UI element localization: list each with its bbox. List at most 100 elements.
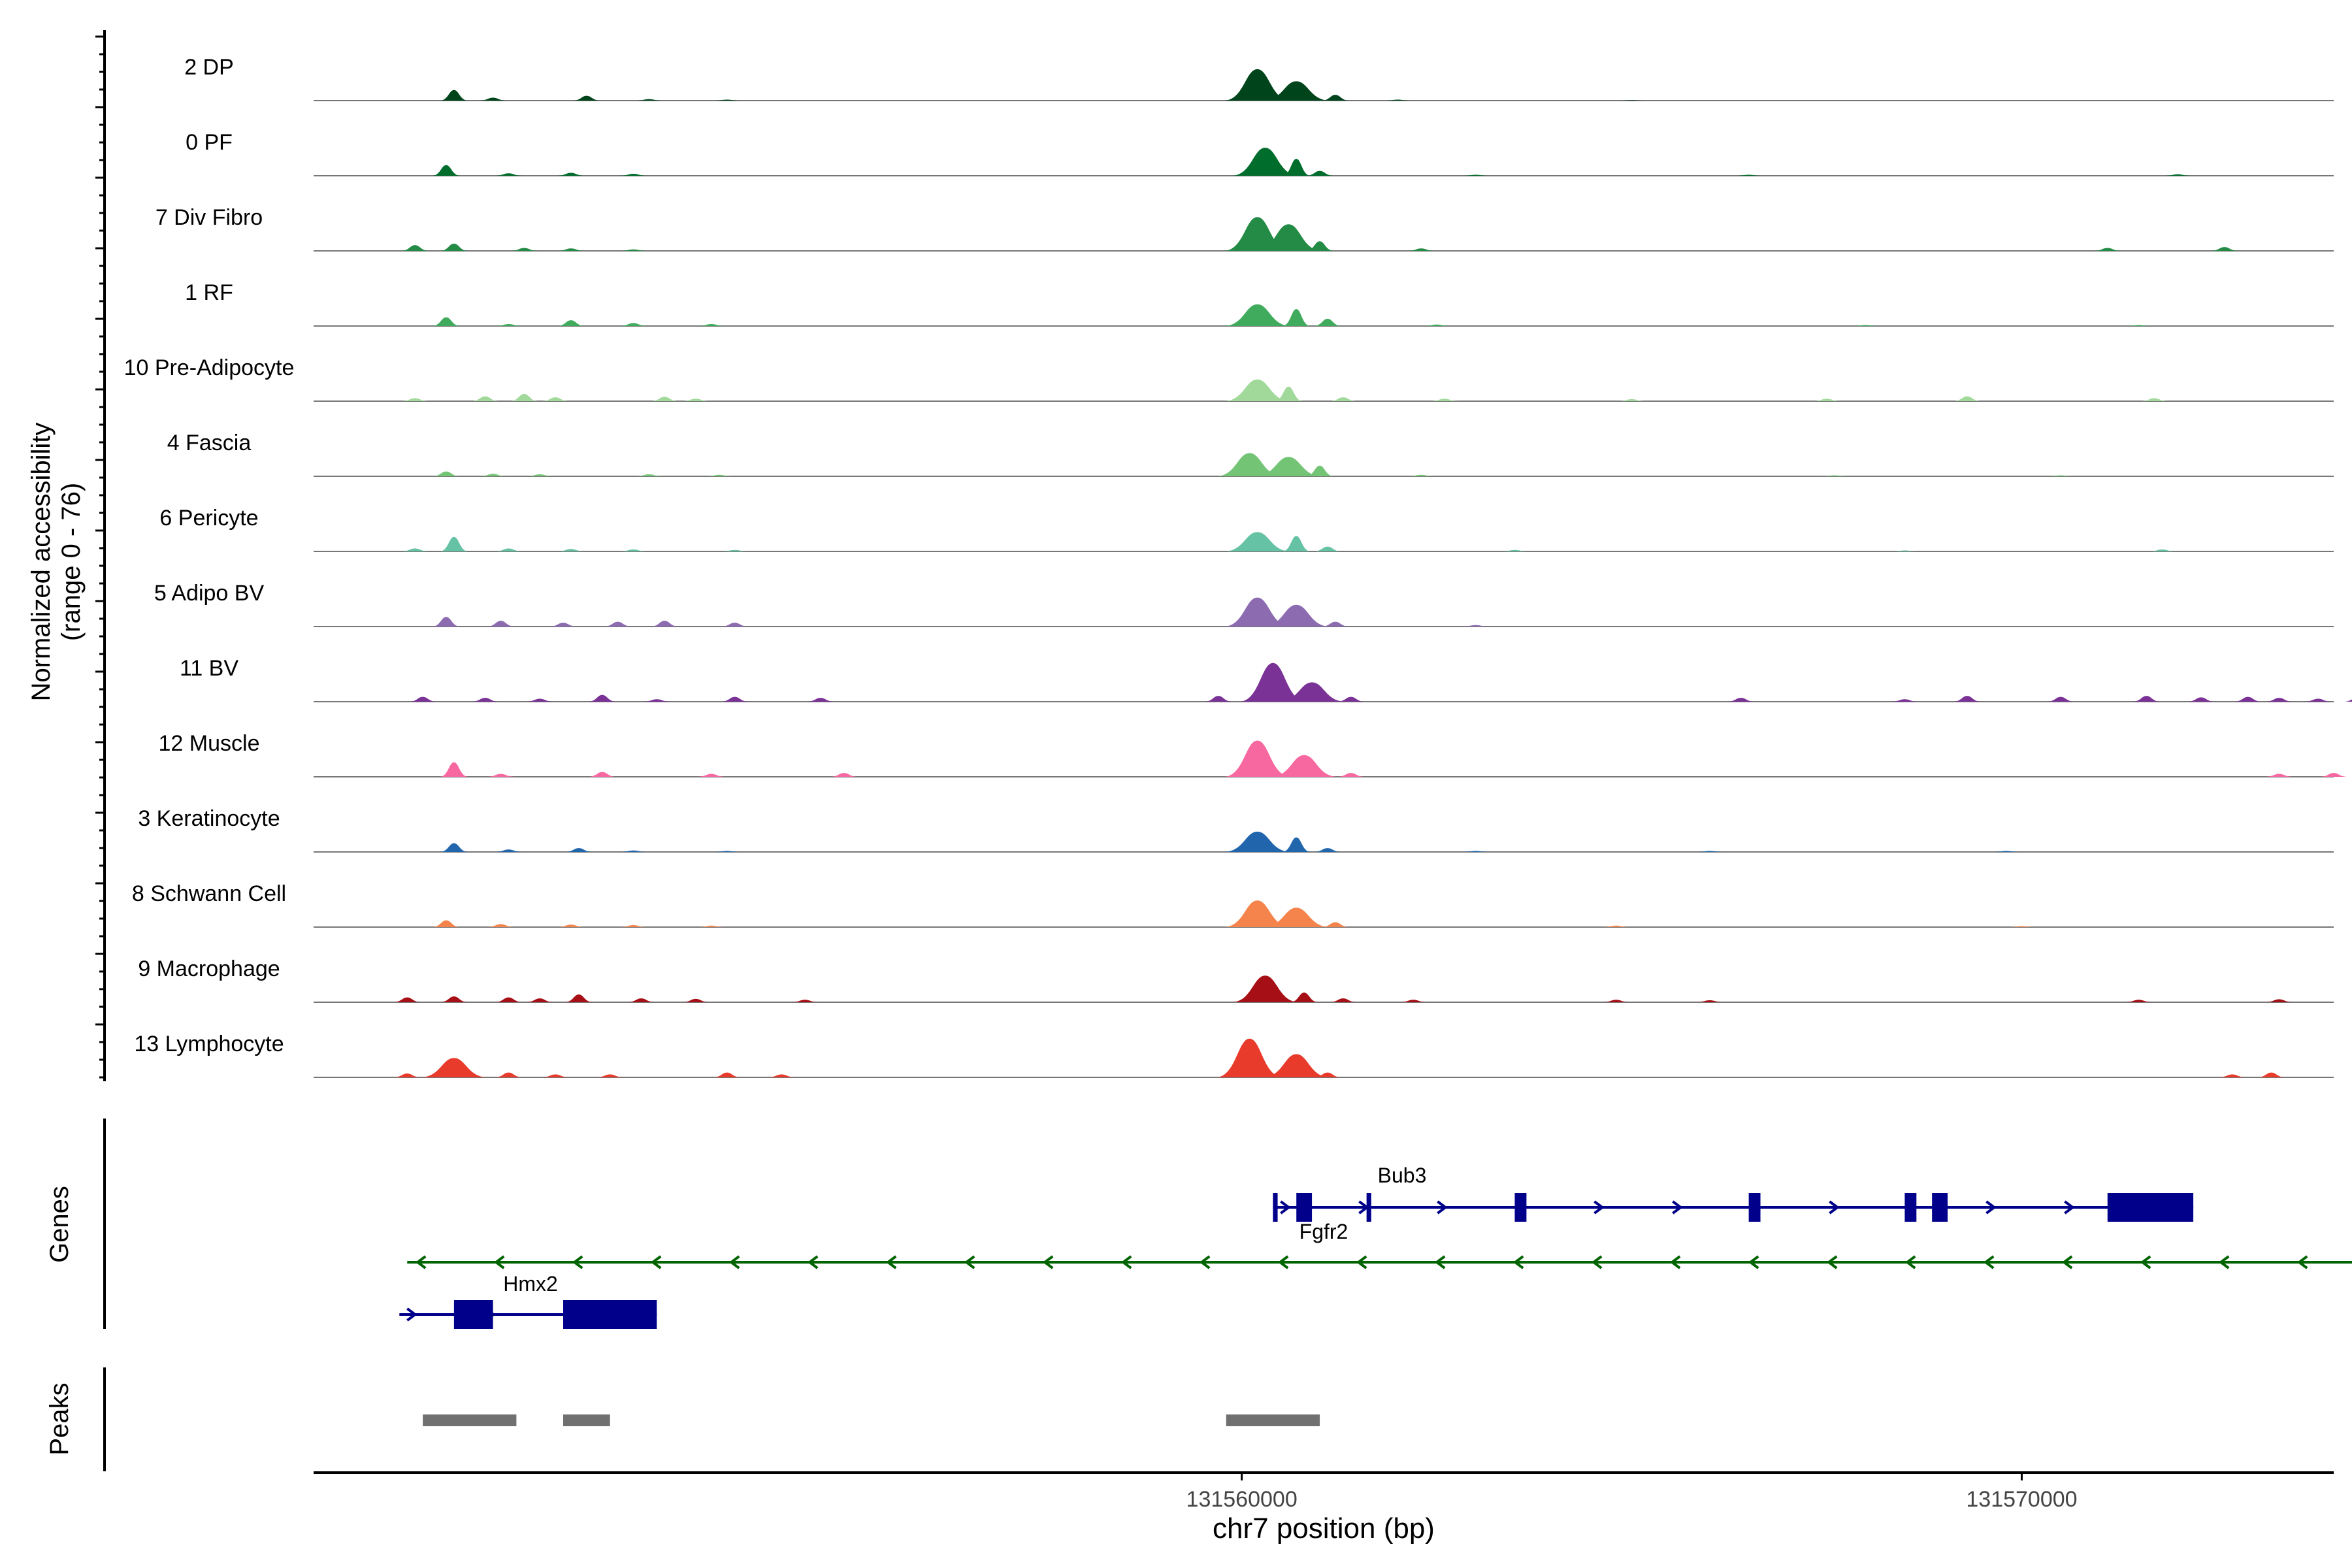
- strand-chevron: [1748, 1255, 1759, 1269]
- strand-chevron: [650, 1255, 662, 1269]
- coverage-peak: [619, 549, 648, 551]
- coverage-peak: [1313, 318, 1342, 326]
- coverage-peak: [564, 994, 593, 1002]
- strand-chevron: [2218, 1255, 2230, 1269]
- coverage-peak: [2233, 696, 2262, 702]
- coverage-peak: [1223, 532, 1292, 551]
- coverage-peak: [494, 324, 523, 326]
- coverage-peak: [1851, 325, 1880, 326]
- peak-region: [1226, 1414, 1320, 1426]
- coverage-peak: [572, 95, 601, 101]
- x-tick-label: 131560000: [1186, 1487, 1298, 1512]
- coverage-peak: [1313, 546, 1342, 551]
- track-3: 7 Div Fibro: [155, 205, 2334, 252]
- exon: [1904, 1193, 1917, 1222]
- y-axis-title-line2: (range 0 - 76): [57, 483, 86, 641]
- coverage-peak: [431, 920, 461, 927]
- coverage-peak: [494, 173, 523, 176]
- exon: [1273, 1193, 1278, 1222]
- coverage-peak: [486, 774, 515, 777]
- track-5: 10 Pre-Adipocyte: [124, 355, 2334, 402]
- coverage-peak: [1274, 386, 1303, 401]
- coverage-peak: [2257, 1072, 2286, 1077]
- coverage-peak: [431, 471, 461, 476]
- strand-chevron: [1672, 1200, 1683, 1215]
- gene-label: Bub3: [1378, 1164, 1427, 1187]
- coverage-peak: [720, 549, 749, 551]
- coverage-peak: [1203, 696, 1233, 702]
- coverage-peak: [829, 773, 858, 777]
- coverage-peak: [1812, 399, 1842, 401]
- y-axis-title-line1: Normalized accessibility: [27, 423, 56, 702]
- coverage-peak: [2187, 697, 2216, 702]
- coverage-peak: [486, 924, 515, 927]
- exon: [1748, 1193, 1761, 1222]
- track-4: 1 RF: [185, 280, 2334, 327]
- track-13: 9 Macrophage: [138, 956, 2334, 1003]
- exon: [563, 1300, 657, 1329]
- coverage-peak: [767, 1074, 796, 1077]
- track-label: 13 Lymphocyte: [134, 1032, 284, 1056]
- coverage-peak: [1695, 851, 1724, 852]
- coverage-peak: [1313, 848, 1342, 852]
- coverage-peak: [1223, 597, 1292, 627]
- genes-axis-label: Genes: [45, 1186, 74, 1263]
- track-label: 5 Adipo BV: [154, 581, 265, 606]
- x-axis-title: chr7 position (bp): [1213, 1512, 1435, 1544]
- coverage-peak: [1461, 851, 1490, 852]
- exon: [1296, 1193, 1313, 1222]
- x-axis-ticks: 131560000 131570000: [1186, 1473, 2078, 1512]
- coverage-peak: [2093, 248, 2122, 251]
- strand-chevron: [2140, 1255, 2151, 1269]
- coverage-peak: [439, 243, 468, 251]
- coverage-peak: [1407, 248, 1436, 251]
- strand-chevron: [1120, 1255, 1132, 1269]
- coverage-peak: [1320, 621, 1350, 627]
- coverage-peak: [541, 1074, 570, 1077]
- strand-chevron: [1591, 1255, 1603, 1269]
- coverage-peak: [587, 772, 617, 777]
- coverage-peak: [627, 998, 656, 1002]
- coverage-peak: [1500, 549, 1529, 551]
- track-1: 2 DP: [184, 55, 2334, 101]
- coverage-peak: [1223, 304, 1292, 326]
- track-label: 0 PF: [186, 130, 233, 155]
- strand-chevron: [1042, 1255, 1054, 1269]
- coverage-peak: [478, 474, 508, 476]
- coverage-peak: [556, 924, 585, 927]
- track-label: 11 BV: [180, 656, 238, 681]
- coverage-peak: [431, 617, 461, 627]
- coverage-peak: [696, 774, 726, 777]
- coverage-peak: [494, 548, 523, 551]
- coverage-peak: [1422, 324, 1452, 326]
- strand-chevron: [1826, 1255, 1838, 1269]
- gene-annotations: Bub3 Fgfr2 Hmx2: [399, 1164, 2352, 1329]
- coverage-peak: [439, 90, 468, 101]
- track-7: 6 Pericyte: [159, 506, 2334, 552]
- coverage-peak: [2148, 549, 2177, 551]
- coverage-peak: [712, 851, 742, 852]
- coverage-peak: [470, 698, 500, 702]
- coverage-peak: [2163, 174, 2193, 176]
- track-9: 11 BV: [180, 656, 2352, 702]
- track-label: 9 Macrophage: [138, 956, 280, 981]
- coverage-peak: [1461, 625, 1490, 627]
- coverage-peak: [587, 694, 617, 702]
- coverage-peak: [634, 99, 664, 101]
- coverage-peak: [494, 997, 523, 1002]
- gene-hmx2: Hmx2: [399, 1272, 657, 1329]
- coverage-peak: [470, 396, 500, 401]
- coverage-peak: [806, 698, 835, 702]
- coverage-peak: [720, 623, 749, 627]
- coverage-peak: [419, 1058, 488, 1077]
- track-label: 3 Keratinocyte: [138, 806, 280, 831]
- peaks-axis-label: Peaks: [45, 1382, 74, 1455]
- coverage-peak: [1282, 309, 1311, 326]
- coverage-peak: [439, 762, 468, 777]
- coverage-peak: [525, 698, 555, 702]
- coverage-peak: [619, 850, 648, 852]
- coverage-peak: [393, 1073, 422, 1077]
- strand-chevron: [807, 1255, 819, 1269]
- coverage-peak: [619, 249, 648, 251]
- coverage-peak: [1313, 1072, 1342, 1077]
